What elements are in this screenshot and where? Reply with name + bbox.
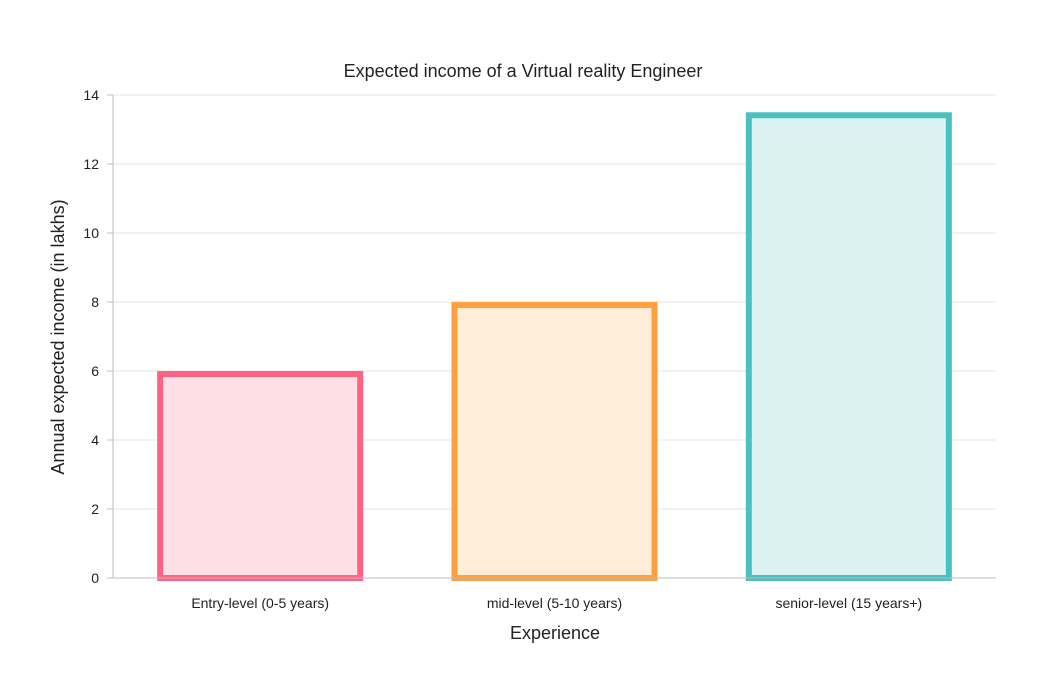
x-axis-label: Experience: [510, 623, 600, 643]
x-tick-label: Entry-level (0-5 years): [191, 595, 329, 611]
bars: [157, 112, 952, 581]
x-tick-label: senior-level (15 years+): [775, 595, 922, 611]
y-tick-label: 14: [83, 87, 99, 103]
bar[interactable]: [157, 371, 364, 581]
y-tick-label: 0: [91, 570, 99, 586]
y-tick-label: 4: [91, 432, 99, 448]
y-tick-label: 8: [91, 294, 99, 310]
x-tick-label: mid-level (5-10 years): [487, 595, 622, 611]
chart-title: Expected income of a Virtual reality Eng…: [344, 61, 703, 81]
x-tick-labels: Entry-level (0-5 years) mid-level (5-10 y…: [191, 595, 922, 611]
y-tick-labels: 0 2 4 6 8 10 12 14: [83, 87, 113, 586]
bar[interactable]: [745, 112, 952, 581]
y-axis-label: Annual expected income (in lakhs): [48, 199, 68, 474]
y-tick-label: 2: [91, 501, 99, 517]
y-tick-label: 6: [91, 363, 99, 379]
axes: [112, 95, 996, 579]
bar[interactable]: [451, 302, 658, 581]
y-tick-label: 10: [83, 225, 99, 241]
y-tick-label: 12: [83, 156, 99, 172]
